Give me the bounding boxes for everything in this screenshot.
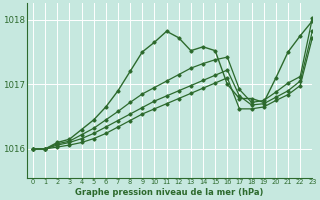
X-axis label: Graphe pression niveau de la mer (hPa): Graphe pression niveau de la mer (hPa) — [76, 188, 264, 197]
